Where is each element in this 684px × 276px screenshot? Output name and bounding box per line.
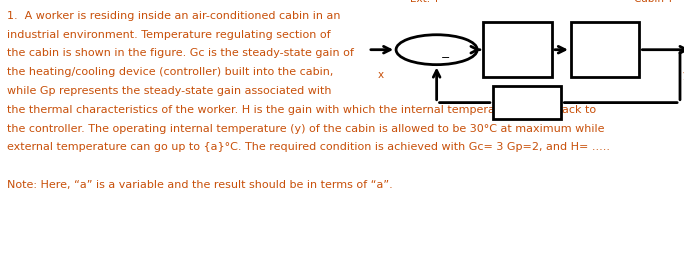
Text: 1.  A worker is residing inside an air-conditioned cabin in an: 1. A worker is residing inside an air-co… (7, 11, 341, 21)
FancyBboxPatch shape (492, 86, 562, 119)
Text: Note: Here, “a” is a variable and the result should be in terms of “a”.: Note: Here, “a” is a variable and the re… (7, 180, 393, 190)
Text: external temperature can go up to {a}°C. The required condition is achieved with: external temperature can go up to {a}°C.… (7, 142, 610, 152)
Text: the heating/cooling device (controller) built into the cabin,: the heating/cooling device (controller) … (7, 67, 333, 77)
Text: while Gp represents the steady-state gain associated with: while Gp represents the steady-state gai… (7, 86, 332, 96)
Text: H: H (523, 96, 531, 109)
Text: y: y (683, 70, 684, 80)
Text: the cabin is shown in the figure. Gc is the steady-state gain of: the cabin is shown in the figure. Gc is … (7, 49, 354, 59)
Text: Gp: Gp (596, 43, 614, 56)
Text: x: x (378, 70, 384, 80)
FancyBboxPatch shape (484, 22, 552, 77)
Text: industrial environment. Temperature regulating section of: industrial environment. Temperature regu… (7, 30, 330, 40)
Text: the thermal characteristics of the worker. H is the gain with which the internal: the thermal characteristics of the worke… (7, 105, 596, 115)
Text: Gc: Gc (510, 43, 526, 56)
Text: the controller. The operating internal temperature (y) of the cabin is allowed t: the controller. The operating internal t… (7, 123, 605, 134)
Text: Ext. T: Ext. T (410, 0, 439, 4)
Text: −: − (441, 53, 451, 63)
Text: Cabin T: Cabin T (634, 0, 674, 4)
FancyBboxPatch shape (571, 22, 640, 77)
